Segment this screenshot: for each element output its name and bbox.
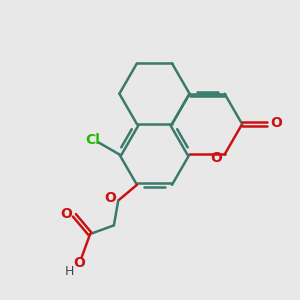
Text: H: H (65, 265, 74, 278)
Text: O: O (270, 116, 282, 130)
Text: O: O (210, 151, 222, 165)
Text: Cl: Cl (85, 133, 100, 147)
Text: O: O (104, 191, 116, 205)
Text: O: O (60, 207, 72, 221)
Text: O: O (73, 256, 85, 271)
